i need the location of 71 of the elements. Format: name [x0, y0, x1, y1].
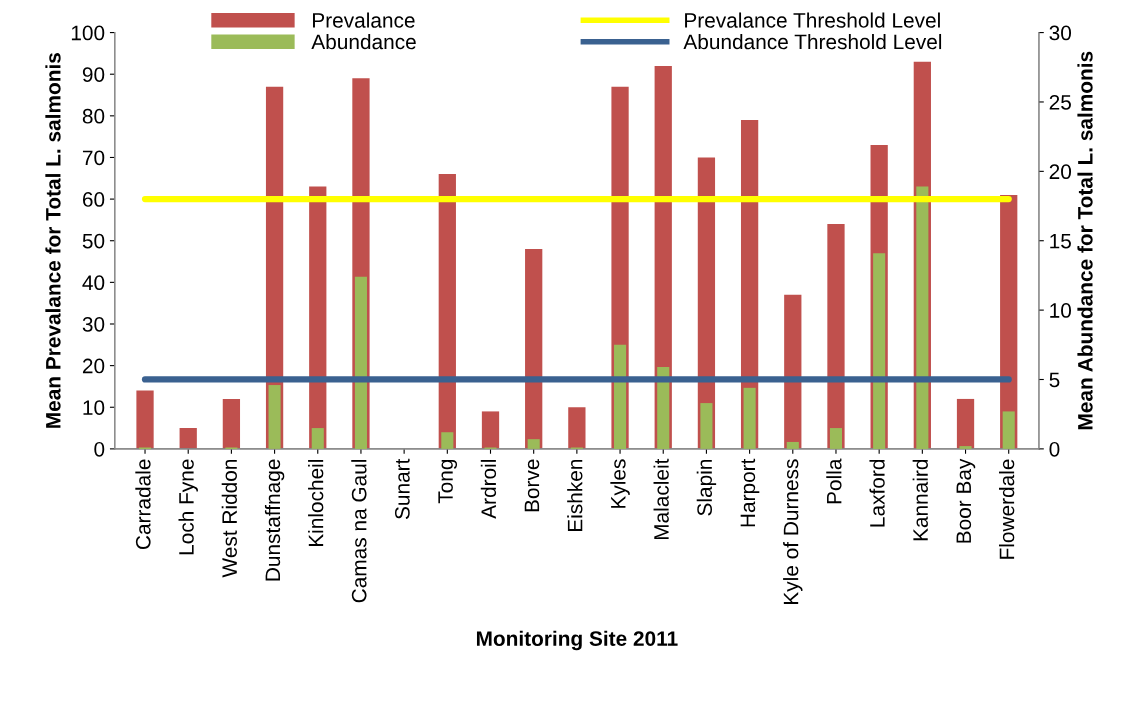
x-tick-label: Slapin: [696, 459, 717, 516]
bar: [527, 439, 540, 449]
x-tick-label: Polla: [826, 458, 842, 504]
y-tick-label: 50: [82, 233, 105, 249]
x-tick-label: Eishken: [567, 459, 583, 532]
bar: [916, 186, 929, 449]
bar: [784, 294, 802, 449]
bar: [136, 390, 154, 449]
bar: [525, 249, 543, 449]
bar: [438, 174, 456, 449]
bar: [222, 398, 241, 449]
x-tick-label: Flowerdale: [999, 459, 1015, 559]
bar: [354, 276, 367, 449]
bar: [873, 253, 886, 449]
bar: [309, 186, 327, 449]
bar: [956, 398, 975, 449]
bar: [959, 446, 972, 449]
x-tick-label: Ardroil: [480, 459, 497, 519]
x-tick-label: Kannaird: [912, 459, 928, 541]
bar: [827, 224, 845, 449]
x-tick-label: West Riddon: [221, 459, 237, 578]
x-tick-label: Boor Bay: [956, 458, 976, 543]
bar: [311, 428, 324, 449]
x-tick-label: Malacleit: [653, 458, 669, 540]
x-tick-label: Dunstaffnage: [264, 459, 285, 581]
legend-label: Abundance Threshold Level: [683, 33, 942, 50]
y2-tick-label: 5: [1049, 372, 1060, 388]
y2-tick-label: 10: [1050, 303, 1072, 318]
y-tick-label: 70: [82, 150, 105, 166]
bar: [481, 411, 500, 449]
x-tick-label: Kinlocheil: [308, 459, 324, 547]
x-tick-label: Tong: [438, 459, 458, 504]
legend-label: Prevalance Threshold Level: [685, 12, 940, 28]
x-axis-title: Monitoring Site 2011: [476, 630, 678, 651]
bar: [700, 403, 713, 449]
x-tick-label: Laxford: [869, 459, 885, 527]
y-axis-title: Mean Prevalance for Total L. salmonis: [45, 53, 61, 428]
bar: [614, 344, 627, 449]
bar: [568, 407, 586, 449]
y-tick-label: 100: [71, 25, 105, 41]
x-tick-label: Harport: [740, 458, 760, 527]
y-tick-label: 30: [82, 316, 105, 332]
y2-tick-label: 25: [1049, 94, 1071, 110]
bar: [441, 432, 454, 449]
y2-tick-label: 15: [1050, 233, 1071, 249]
y-tick-label: 40: [82, 275, 105, 291]
bar: [1002, 411, 1015, 449]
x-tick-label: Camas na Gaul: [351, 459, 367, 603]
y2-tick-label: 30: [1049, 25, 1072, 41]
x-tick-label: Kyle of Durness: [783, 459, 803, 604]
y-tick-label: 90: [82, 67, 105, 82]
y2-tick-label: 20: [1049, 164, 1072, 180]
x-tick-label: Kyles: [610, 459, 630, 508]
y-tick-label: 10: [83, 400, 105, 415]
y2-axis-title: Mean Abundance for Total L. salmonis: [1077, 51, 1093, 430]
bar: [268, 385, 281, 449]
y-tick-label: 20: [82, 358, 105, 374]
y-tick-label: 0: [94, 441, 105, 457]
bar: [829, 428, 843, 449]
bar: [786, 441, 799, 449]
y-tick-label: 60: [82, 192, 105, 207]
bar: [743, 387, 756, 449]
bar: [179, 428, 197, 449]
x-tick-label: Carradale: [135, 459, 151, 550]
y2-tick-label: 0: [1049, 441, 1060, 457]
y-tick-label: 80: [82, 108, 105, 124]
legend-label: Abundance: [311, 33, 416, 50]
x-tick-label: Sunart: [394, 458, 410, 520]
x-tick-label: Loch Fyne: [178, 459, 198, 555]
x-tick-label: Borve: [524, 459, 540, 512]
legend-label: Prevalance: [313, 12, 415, 28]
